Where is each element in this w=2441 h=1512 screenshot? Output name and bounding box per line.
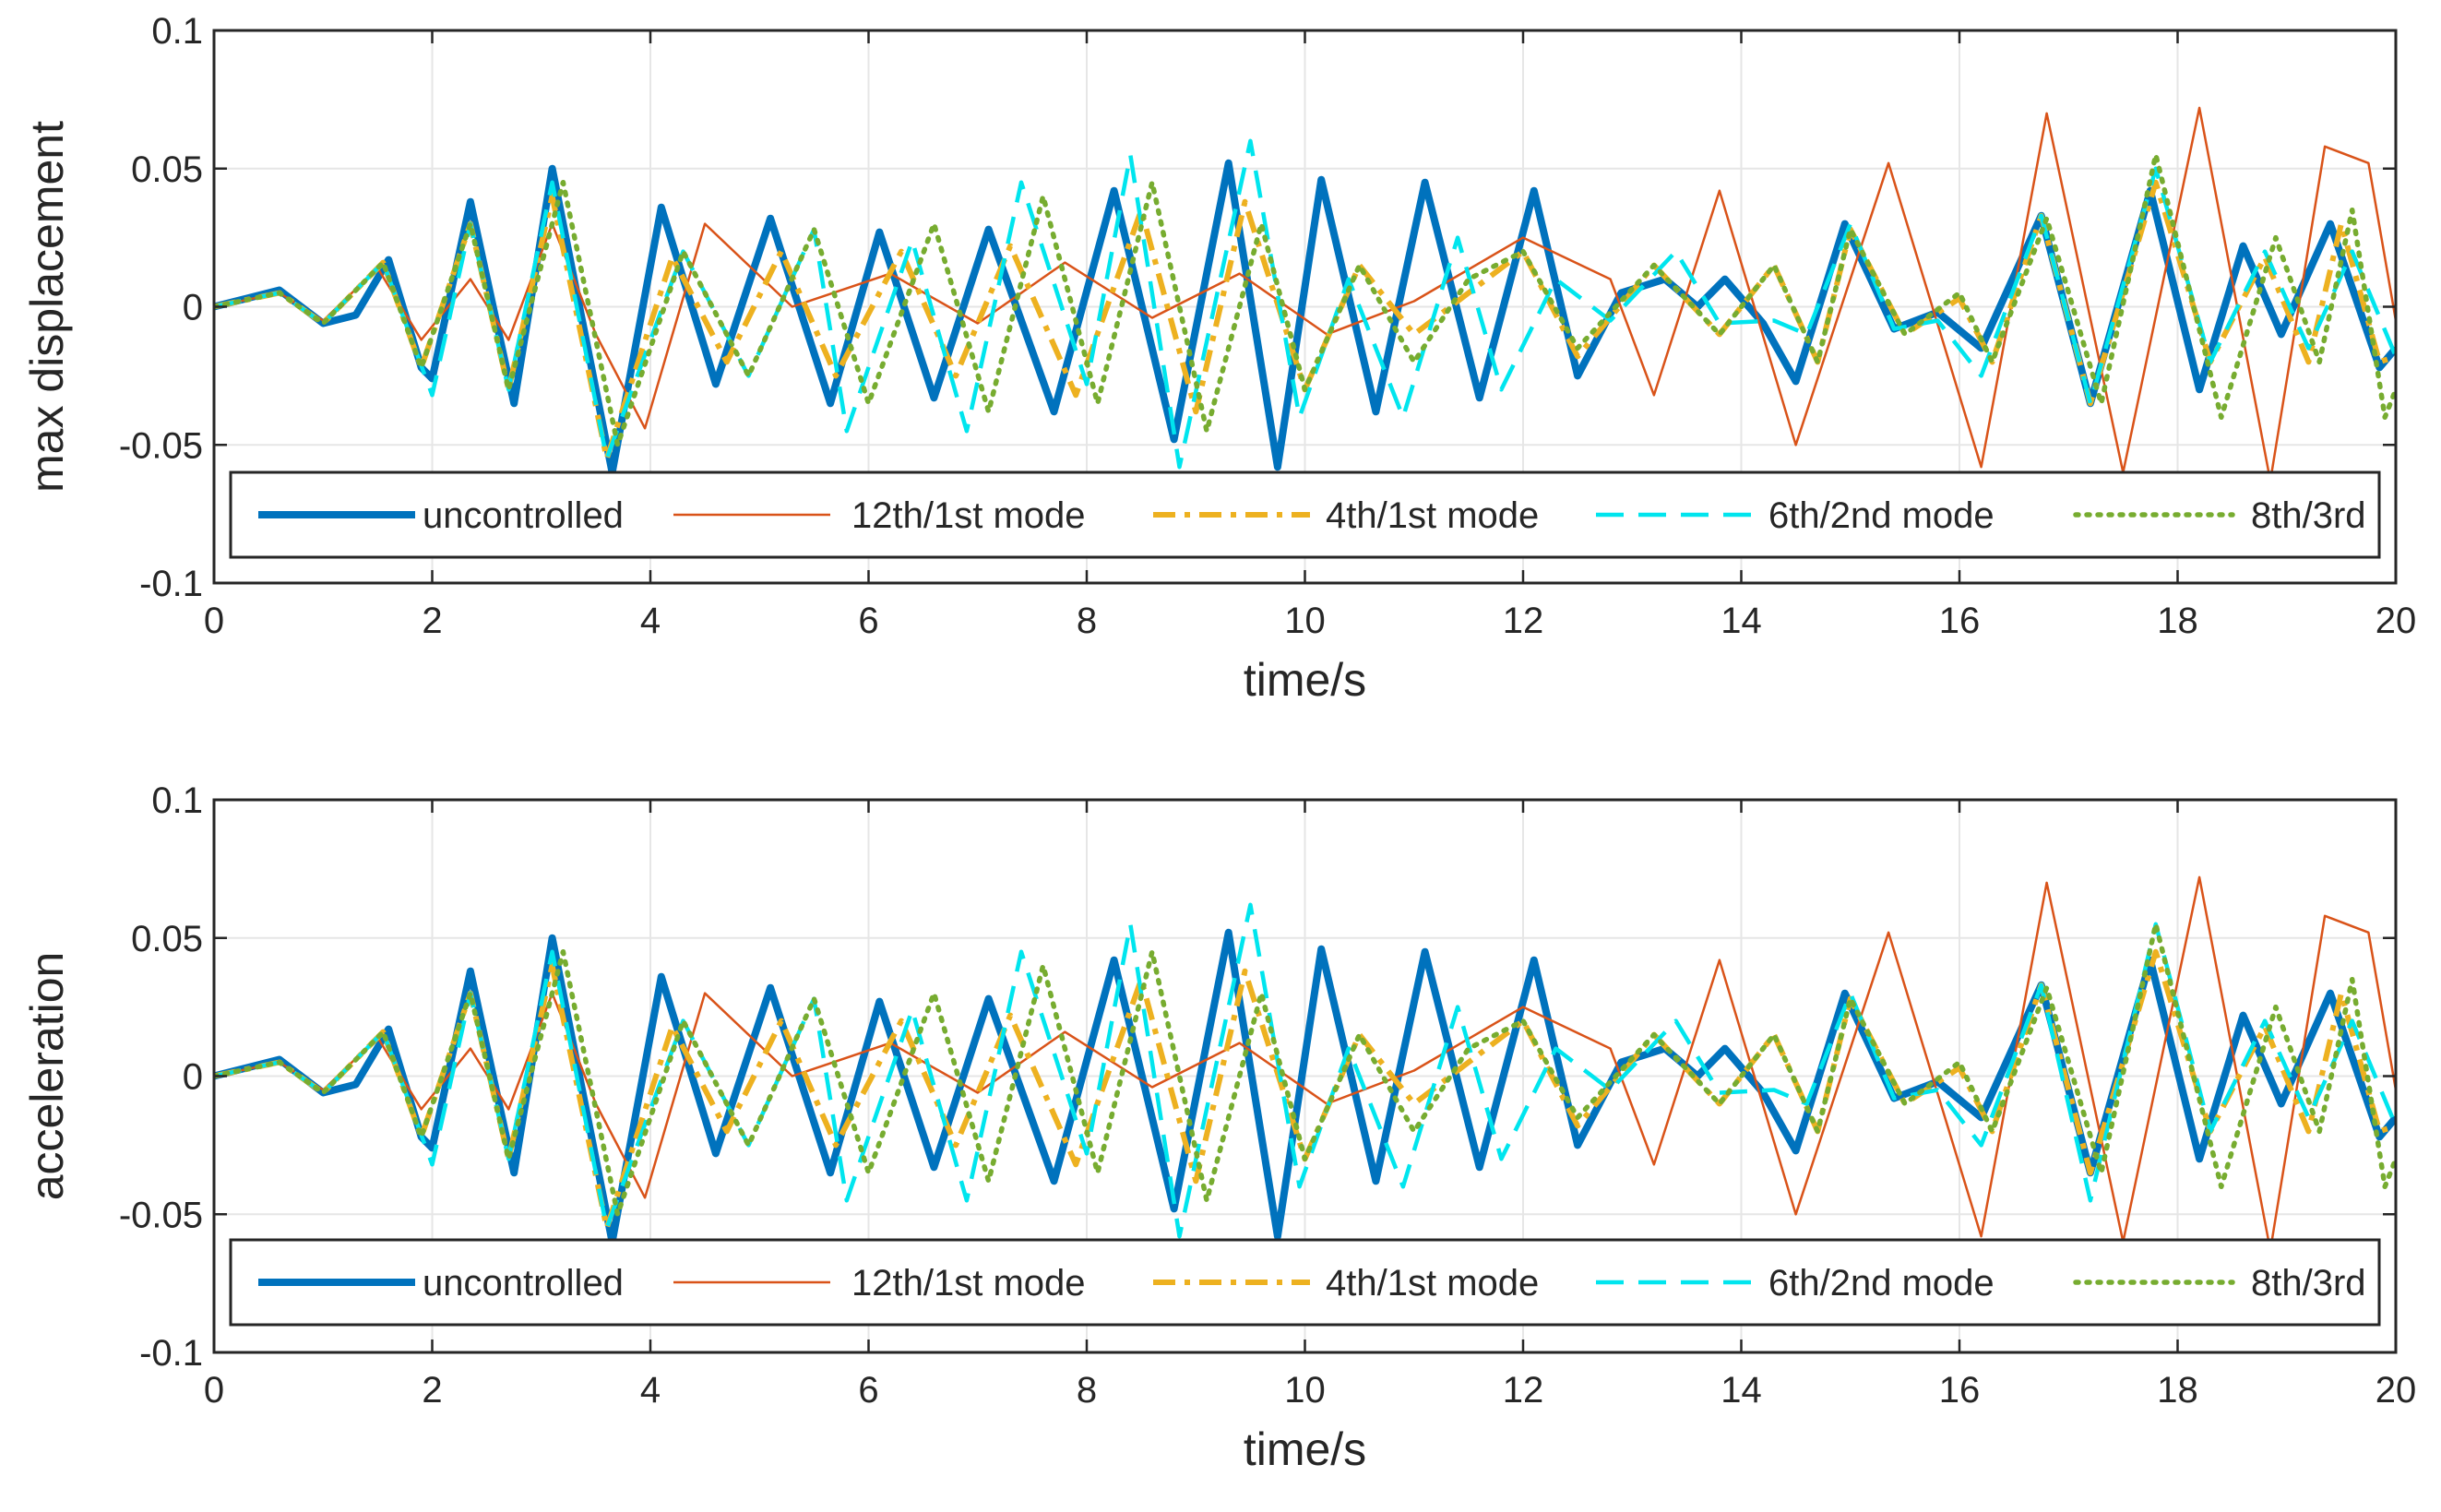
legend: uncontrolled 12th/1st mode 4th/1st mode 6th… — [229, 470, 2381, 559]
series-group — [214, 106, 2396, 482]
ticks: 0 2 4 6 8 10 12 14 16 18 20 -0.1 -0.05 0 0.05 0.1 — [119, 11, 2416, 641]
x-axis-label: time/s — [1244, 654, 1366, 706]
series-line-4th-1st-mode — [214, 179, 2396, 462]
legend-label: 6th/2nd mode — [1768, 1263, 1994, 1304]
legend-label: uncontrolled — [423, 495, 624, 536]
x-tick-label: 6 — [858, 1370, 878, 1411]
y-tick-label: -0.1 — [139, 1333, 203, 1374]
y-axis-label: acceleration — [21, 952, 73, 1201]
series-line-6th-2nd-mode — [214, 138, 2396, 470]
ticks: 0 2 4 6 8 10 12 14 16 18 20 -0.1 -0.05 0 0.05 0.1 — [119, 780, 2416, 1411]
y-tick-label: 0 — [183, 1057, 203, 1098]
legend-label: 4th/1st mode — [1326, 495, 1539, 536]
x-tick-label: 18 — [2157, 601, 2198, 641]
x-tick-label: 8 — [1077, 1370, 1097, 1411]
legend-label: 8th/3rd — [2251, 1263, 2366, 1304]
x-tick-label: 20 — [2376, 601, 2417, 641]
x-tick-label: 16 — [1939, 601, 1981, 641]
x-tick-label: 12 — [1503, 1370, 1544, 1411]
x-tick-label: 16 — [1939, 1370, 1981, 1411]
legend-label: 4th/1st mode — [1326, 1263, 1539, 1304]
chart-bottom: 0 2 4 6 8 10 12 14 16 18 20 -0.1 -0.05 0 0.05 0.1 time/s… — [21, 780, 2416, 1475]
x-tick-label: 4 — [640, 1370, 661, 1411]
legend-label: uncontrolled — [423, 1263, 624, 1304]
x-tick-label: 20 — [2376, 1370, 2417, 1411]
legend-label: 12th/1st mode — [851, 1263, 1086, 1304]
series-group — [214, 875, 2396, 1252]
chart-top: 0 2 4 6 8 10 12 14 16 18 20 -0.1 -0.05 0 0.05 0.1 time/s… — [21, 11, 2416, 706]
series-line-6th-2nd-mode — [214, 902, 2396, 1239]
x-tick-label: 4 — [640, 601, 661, 641]
series-line-4th-1st-mode — [214, 948, 2396, 1232]
x-tick-label: 10 — [1284, 601, 1326, 641]
legend-label: 12th/1st mode — [851, 495, 1086, 536]
series-line-12th-1st-mode — [214, 875, 2396, 1252]
x-tick-label: 10 — [1284, 1370, 1326, 1411]
x-tick-label: 2 — [422, 601, 442, 641]
y-tick-label: 0.1 — [151, 780, 203, 821]
y-tick-label: -0.1 — [139, 564, 203, 604]
y-tick-label: 0 — [183, 288, 203, 328]
legend-label: 6th/2nd mode — [1768, 495, 1994, 536]
y-tick-label: 0.05 — [131, 149, 203, 190]
series-line-8th-3rd — [214, 922, 2396, 1218]
x-tick-label: 0 — [204, 1370, 224, 1411]
y-tick-label: -0.05 — [119, 1195, 203, 1235]
x-tick-label: 12 — [1503, 601, 1544, 641]
y-tick-label: -0.05 — [119, 425, 203, 466]
x-tick-label: 0 — [204, 601, 224, 641]
y-tick-label: 0.1 — [151, 11, 203, 52]
y-tick-label: 0.05 — [131, 919, 203, 959]
x-tick-label: 14 — [1721, 601, 1762, 641]
legend-label: 8th/3rd — [2251, 495, 2366, 536]
series-line-uncontrolled — [214, 928, 2396, 1246]
series-line-8th-3rd — [214, 152, 2396, 448]
y-axis-label: max displacement — [21, 121, 73, 493]
series-line-12th-1st-mode — [214, 106, 2396, 482]
legend-box — [229, 1238, 2381, 1327]
x-tick-label: 18 — [2157, 1370, 2198, 1411]
x-tick-label: 6 — [858, 601, 878, 641]
x-tick-label: 8 — [1077, 601, 1097, 641]
x-axis-label: time/s — [1244, 1423, 1366, 1475]
x-tick-label: 14 — [1721, 1370, 1762, 1411]
x-tick-label: 2 — [422, 1370, 442, 1411]
legend: uncontrolled 12th/1st mode 4th/1st mode 6th… — [229, 1238, 2381, 1327]
